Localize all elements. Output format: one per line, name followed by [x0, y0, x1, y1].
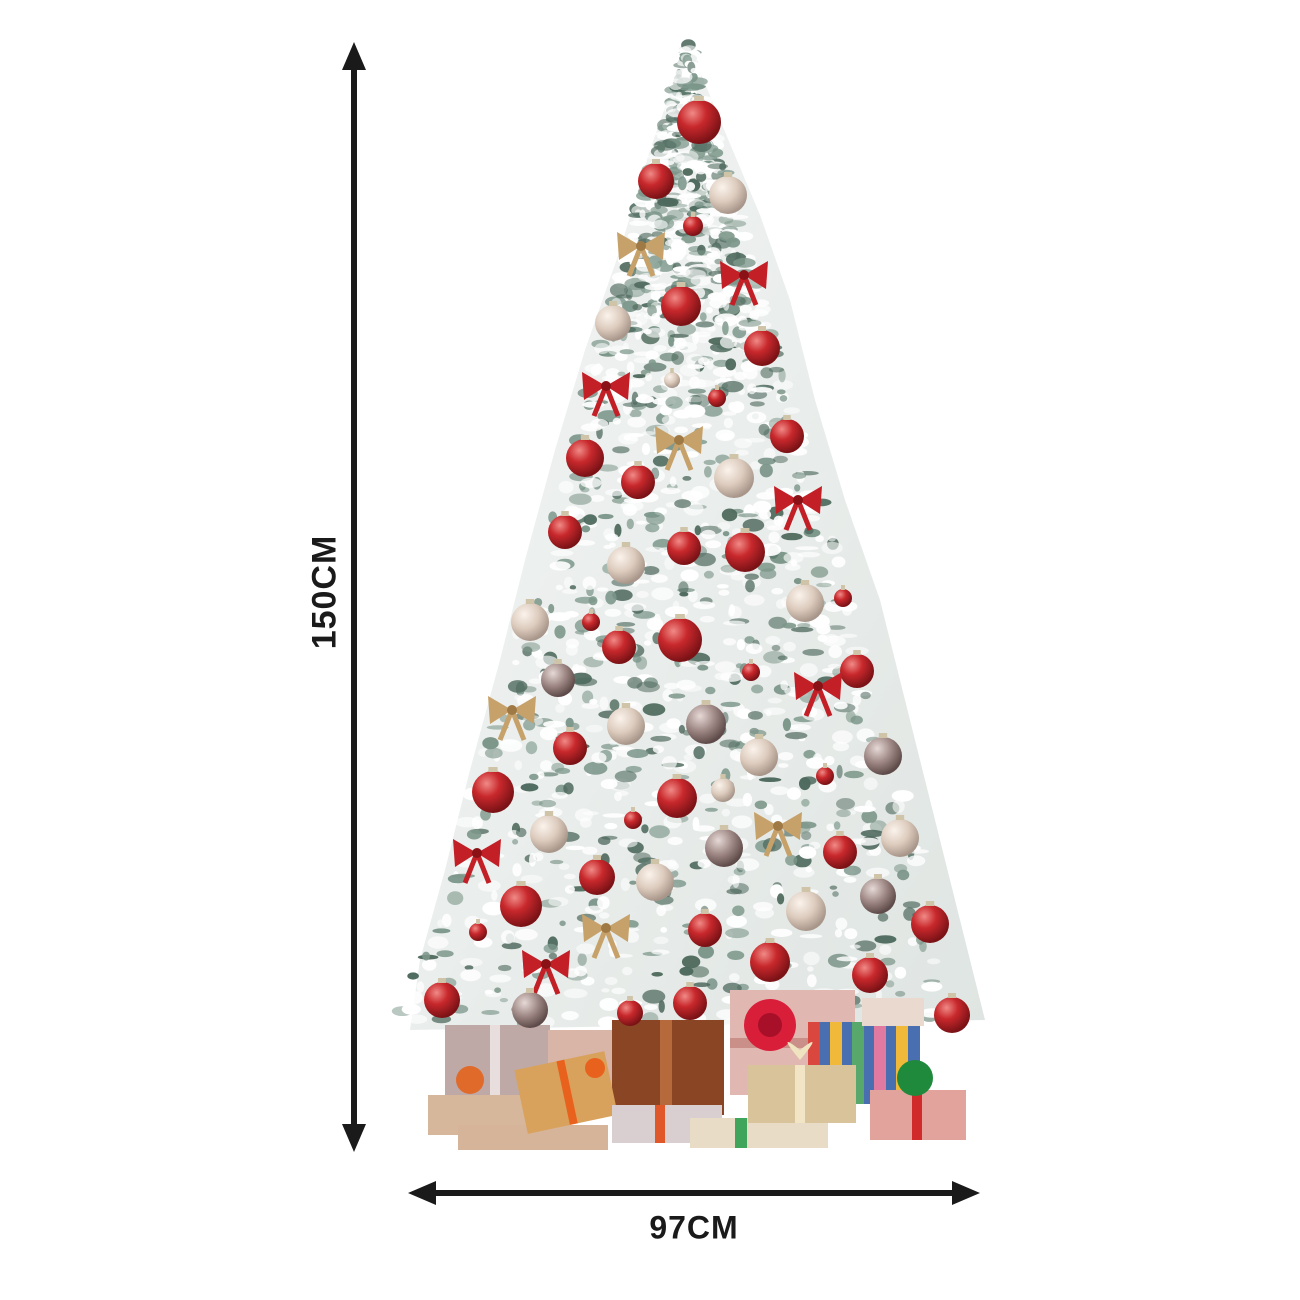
champagne-ornament — [786, 887, 826, 931]
red-ornament — [688, 909, 722, 947]
red-ornament — [657, 774, 697, 818]
red-ornament — [852, 953, 888, 993]
taupe-ornament — [541, 659, 575, 697]
champagne-ornament — [881, 815, 919, 857]
champagne-ornament — [595, 301, 631, 341]
red-ornament — [621, 461, 655, 499]
red-ornament — [744, 326, 780, 366]
red-ornament — [624, 807, 642, 829]
red-ornament — [823, 831, 857, 869]
gold-bow — [617, 232, 665, 277]
red-ornament — [658, 614, 702, 662]
red-ornament — [708, 385, 726, 407]
taupe-ornament — [512, 988, 548, 1028]
red-ornament — [816, 763, 834, 785]
red-ornament — [638, 159, 674, 199]
width-dimension-label: 97CM — [649, 1209, 739, 1246]
christmas-tree — [391, 39, 985, 1030]
red-ornament — [770, 415, 804, 453]
red-ornament — [500, 881, 542, 927]
champagne-ornament — [709, 172, 747, 214]
red-ornament — [553, 727, 587, 765]
gold-bow — [655, 426, 703, 471]
red-ornament — [725, 528, 765, 572]
champagne-ornament — [511, 599, 549, 641]
red-ornament — [617, 996, 643, 1026]
red-ornament — [661, 282, 701, 326]
width-arrow-icon — [408, 1181, 980, 1205]
red-ornament — [840, 650, 874, 688]
red-bow — [774, 486, 822, 531]
taupe-ornament — [860, 874, 896, 914]
ornaments — [424, 96, 970, 1033]
taupe-ornament — [864, 733, 902, 775]
red-ornament — [673, 982, 707, 1020]
gold-bow — [582, 914, 630, 959]
red-ornament — [472, 767, 514, 813]
height-dimension-label: 150CM — [305, 534, 344, 650]
champagne-ornament — [530, 811, 568, 853]
red-ornament — [834, 585, 852, 607]
champagne-ornament — [714, 454, 754, 498]
red-ornament — [750, 938, 790, 982]
red-ornament — [677, 96, 721, 144]
champagne-ornament — [740, 734, 778, 776]
red-ornament — [934, 993, 970, 1033]
champagne-ornament — [786, 580, 824, 622]
champagne-ornament — [664, 368, 680, 388]
red-ornament — [667, 527, 701, 565]
red-ornament — [548, 511, 582, 549]
champagne-ornament — [711, 774, 735, 802]
red-bow — [720, 261, 768, 306]
gift-boxes — [428, 990, 966, 1150]
taupe-ornament — [705, 825, 743, 867]
red-ornament — [469, 919, 487, 941]
red-ornament — [582, 609, 600, 631]
champagne-ornament — [607, 703, 645, 745]
red-bow — [582, 372, 630, 417]
gold-bow — [488, 696, 536, 741]
red-ornament — [742, 659, 760, 681]
red-ornament — [424, 978, 460, 1018]
red-ornament — [566, 435, 604, 477]
red-bow — [522, 950, 570, 995]
height-arrow-icon — [342, 42, 366, 1152]
red-ornament — [683, 212, 703, 236]
red-ornament — [579, 855, 615, 895]
champagne-ornament — [607, 542, 645, 584]
red-ornament — [602, 626, 636, 664]
red-ornament — [911, 901, 949, 943]
gold-bow — [754, 812, 802, 857]
red-bow — [794, 672, 842, 717]
red-bow — [453, 839, 501, 884]
champagne-ornament — [636, 859, 674, 901]
taupe-ornament — [686, 700, 726, 744]
